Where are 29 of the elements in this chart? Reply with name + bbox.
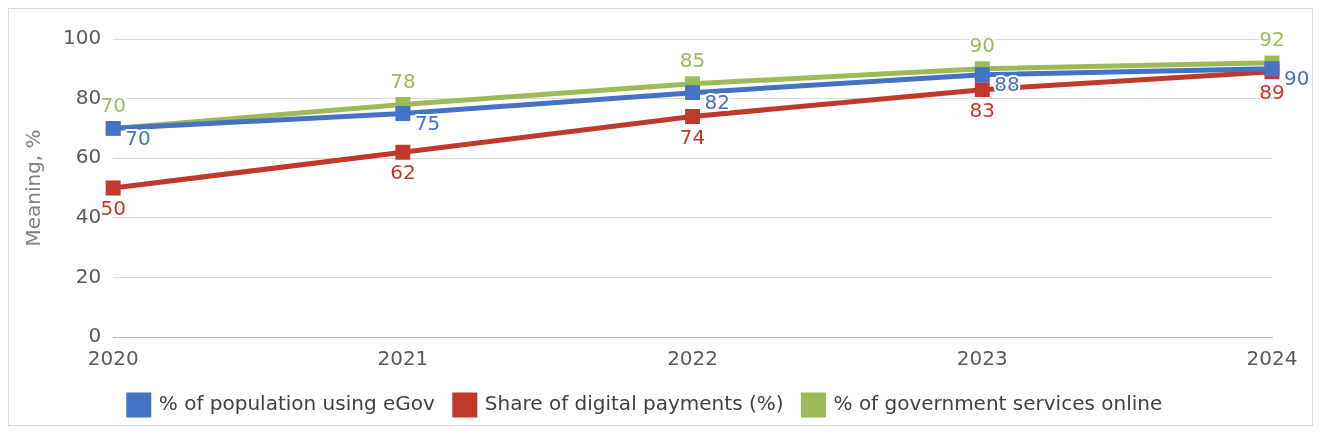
data-label: 70 (125, 125, 151, 150)
legend-label: % of government services online (833, 391, 1163, 416)
data-label: 89 (1259, 79, 1285, 104)
data-label: 90 (1284, 66, 1310, 90)
data-label: 75 (414, 110, 441, 135)
data-label: 90 (969, 33, 996, 57)
data-label: 83 (969, 97, 996, 122)
data-label: 74 (679, 124, 706, 149)
data-label: 50 (100, 196, 126, 221)
x-tick-label: 2020 (87, 346, 139, 371)
y-tick-label: 40 (75, 204, 102, 228)
y-tick-label: 60 (75, 144, 102, 169)
x-tick-label: 2021 (377, 346, 429, 371)
y-tick-label: 20 (75, 263, 102, 288)
y-tick-label: 0 (88, 323, 102, 348)
data-label: 62 (390, 160, 416, 185)
x-tick-label: 2024 (1246, 346, 1298, 371)
legend-label: % of population using eGov (158, 391, 435, 416)
x-tick-label: 2023 (956, 346, 1008, 371)
data-label: 92 (1259, 27, 1285, 52)
y-axis-title: Meaning, % (21, 129, 46, 247)
legend-label: Share of digital payments (%) (484, 391, 784, 416)
data-label: 85 (679, 47, 706, 72)
data-label: 82 (704, 89, 731, 114)
y-tick-label: 100 (62, 25, 102, 50)
x-tick-label: 2022 (667, 346, 719, 371)
data-label: 70 (100, 92, 126, 117)
y-tick-label: 80 (75, 84, 102, 109)
data-label: 78 (390, 68, 416, 93)
